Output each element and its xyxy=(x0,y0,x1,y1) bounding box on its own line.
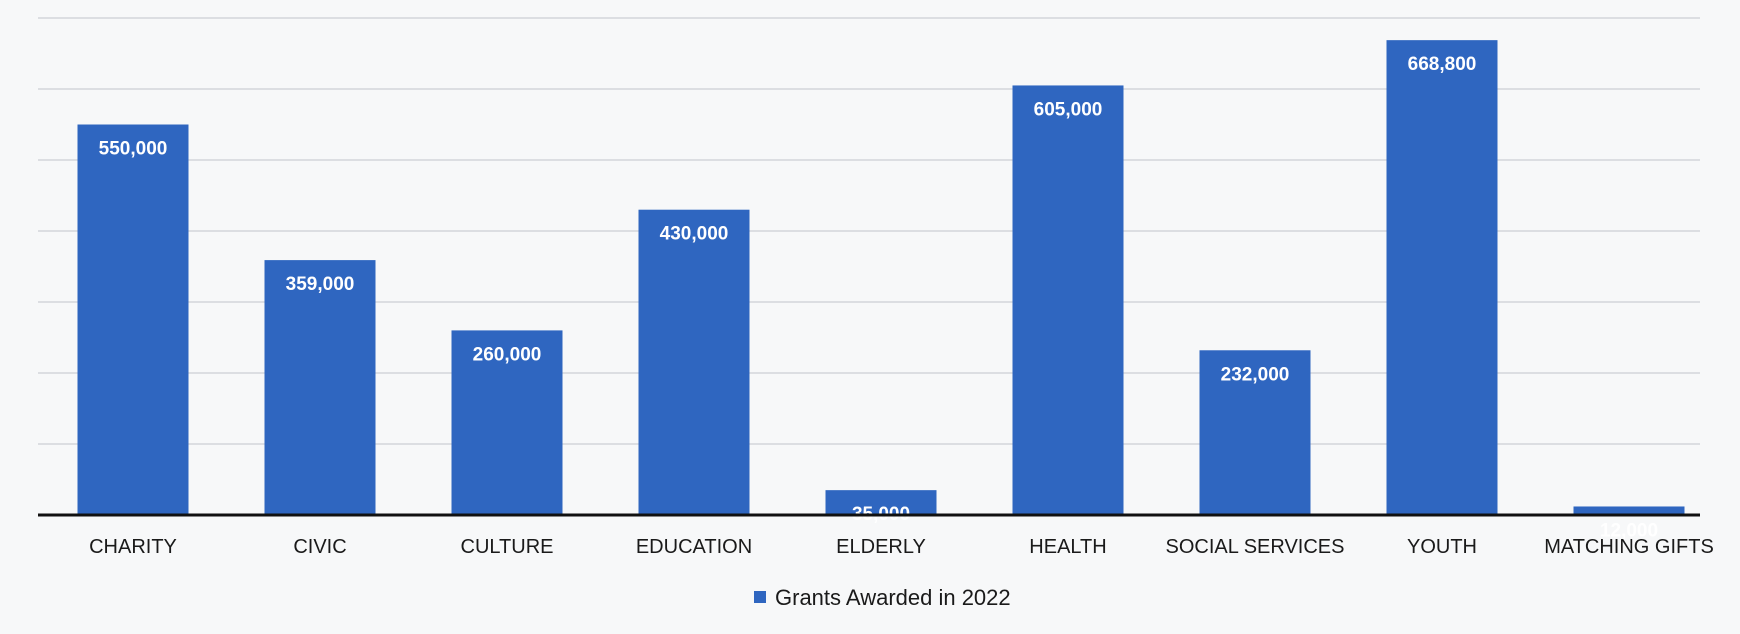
data-label: 550,000 xyxy=(99,139,168,160)
bar-series: 550,000359,000260,000430,00035,000605,00… xyxy=(77,40,1685,541)
bar-matching-gifts xyxy=(1573,506,1685,515)
data-label: 359,000 xyxy=(286,274,355,295)
x-tick-label: MATCHING GIFTS xyxy=(1544,536,1714,558)
x-axis-tick-labels: CHARITY CIVIC CULTURE EDUCATION ELDERLY HEALT… xyxy=(89,536,1714,558)
bar-education xyxy=(638,209,750,515)
x-tick-label: CIVIC xyxy=(293,536,346,558)
legend-swatch xyxy=(754,591,766,603)
bar-health xyxy=(1012,85,1124,515)
x-tick-label: ELDERLY xyxy=(836,536,926,558)
data-label: 430,000 xyxy=(660,224,729,245)
x-tick-label: YOUTH xyxy=(1407,536,1477,558)
legend: Grants Awarded in 2022 xyxy=(754,585,1011,610)
bar-elderly xyxy=(825,490,937,515)
bar-youth xyxy=(1386,40,1498,515)
bar-civic xyxy=(264,260,376,515)
bar-charity xyxy=(77,124,189,515)
x-tick-label: SOCIAL SERVICES xyxy=(1166,536,1345,558)
data-label: 260,000 xyxy=(473,344,542,365)
bar-social-services xyxy=(1199,350,1311,515)
data-label: 668,800 xyxy=(1408,54,1477,75)
legend-label: Grants Awarded in 2022 xyxy=(775,585,1011,610)
x-tick-label: HEALTH xyxy=(1029,536,1106,558)
x-tick-label: CHARITY xyxy=(89,536,177,558)
data-label: 605,000 xyxy=(1034,99,1103,120)
x-tick-label: CULTURE xyxy=(461,536,554,558)
x-tick-label: EDUCATION xyxy=(636,536,752,558)
data-label: 12,000 xyxy=(1600,520,1658,541)
data-label: 232,000 xyxy=(1221,364,1290,385)
bar-culture xyxy=(451,330,563,515)
